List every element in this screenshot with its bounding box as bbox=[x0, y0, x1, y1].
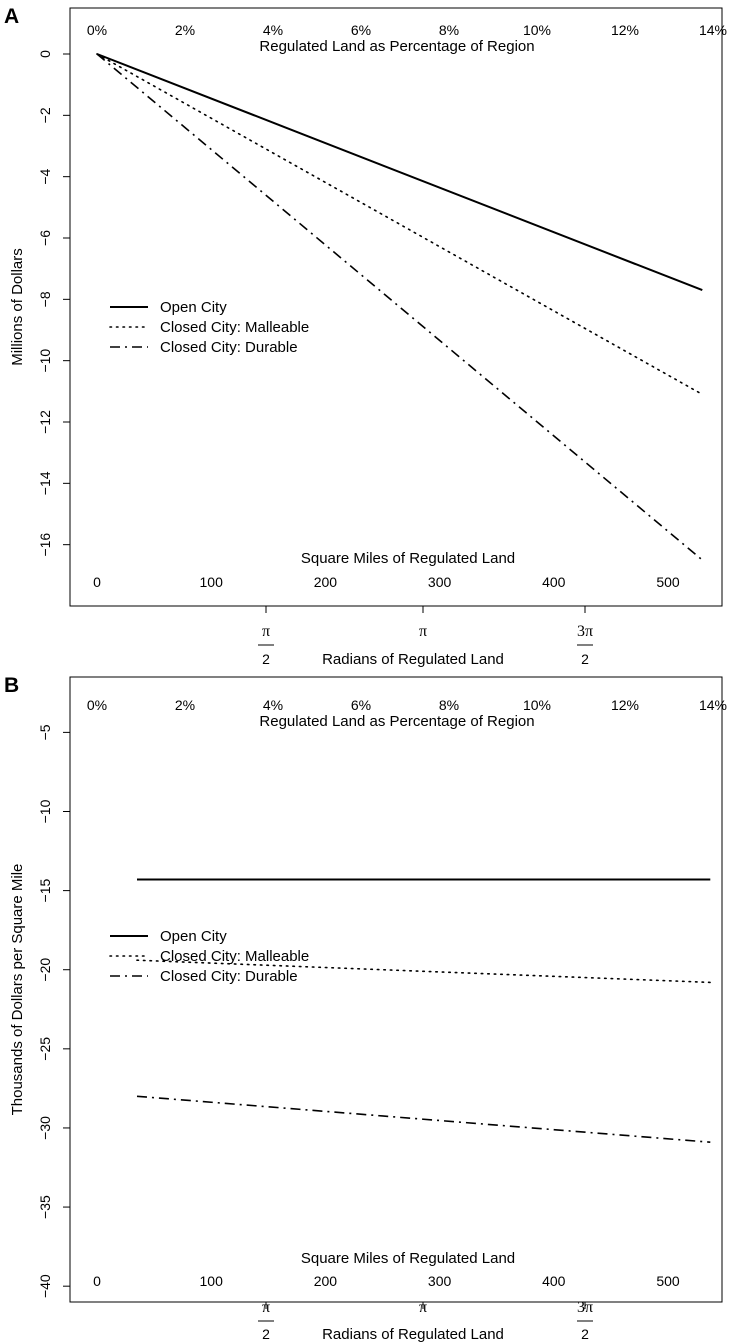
chart-panel-a: A 0 −2 −4 −6 −8 −10 −12 −14 −16 Millions of Dollar… bbox=[4, 5, 727, 668]
radian-tick-numerator: π bbox=[419, 1299, 427, 1316]
top-axis-tick-label: 0% bbox=[87, 22, 107, 38]
y-tick-label: −15 bbox=[37, 879, 53, 903]
top-axis-title: Regulated Land as Percentage of Region bbox=[259, 713, 534, 730]
plot-frame bbox=[69, 676, 723, 1303]
top-axis-tick-label: 6% bbox=[351, 22, 371, 38]
inner-axis-title: Square Miles of Regulated Land bbox=[301, 550, 515, 567]
top-axis-tick-label: 8% bbox=[439, 697, 459, 713]
inner-axis-tick-label: 200 bbox=[314, 1273, 338, 1289]
y-tick-label: −30 bbox=[37, 1116, 53, 1140]
y-tick-label: 0 bbox=[37, 50, 53, 58]
inner-axis-tick-label: 200 bbox=[314, 574, 338, 590]
inner-axis-tick-label: 0 bbox=[93, 574, 101, 590]
top-axis-tick-label: 6% bbox=[351, 697, 371, 713]
inner-axis-tick-label: 400 bbox=[542, 1273, 566, 1289]
inner-axis-tick-label: 0 bbox=[93, 1273, 101, 1289]
inner-axis-tick-label: 500 bbox=[656, 1273, 680, 1289]
top-axis-tick-label: 12% bbox=[611, 697, 639, 713]
y-tick-label: −25 bbox=[37, 1037, 53, 1061]
panel-letter: A bbox=[4, 5, 19, 28]
top-axis-tick-label: 10% bbox=[523, 22, 551, 38]
y-tick-label: −35 bbox=[37, 1195, 53, 1219]
top-axis-tick-label: 0% bbox=[87, 697, 107, 713]
radian-tick-numerator: 3π bbox=[577, 623, 593, 640]
panel-letter: B bbox=[4, 674, 19, 697]
top-axis-tick-label: 10% bbox=[523, 697, 551, 713]
legend-label: Open City bbox=[160, 299, 227, 316]
y-tick-label: −20 bbox=[37, 958, 53, 982]
radian-tick-numerator: 3π bbox=[577, 1299, 593, 1316]
inner-axis-title: Square Miles of Regulated Land bbox=[301, 1250, 515, 1267]
inner-axis-tick-label: 100 bbox=[200, 574, 224, 590]
y-axis-title: Thousands of Dollars per Square Mile bbox=[9, 864, 26, 1116]
top-axis-tick-label: 4% bbox=[263, 697, 283, 713]
y-tick-label: −16 bbox=[37, 533, 53, 557]
legend-label: Open City bbox=[160, 928, 227, 945]
bottom-axis-title: Radians of Regulated Land bbox=[322, 1326, 504, 1343]
top-axis-tick-label: 14% bbox=[699, 22, 727, 38]
radian-tick-denominator: 2 bbox=[262, 651, 270, 667]
chart-panel-b: B −5 −10 −15 −20 −25 −30 −35 −40 Thousands of Dol… bbox=[4, 674, 727, 1343]
bottom-axis-title: Radians of Regulated Land bbox=[322, 651, 504, 668]
series-line-solid bbox=[96, 53, 703, 292]
y-tick-label: −14 bbox=[37, 471, 53, 495]
top-axis-tick-label: 4% bbox=[263, 22, 283, 38]
radian-tick-denominator: 2 bbox=[581, 651, 589, 667]
top-axis-tick-label: 2% bbox=[175, 697, 195, 713]
top-axis-title: Regulated Land as Percentage of Region bbox=[259, 38, 534, 55]
legend-label: Closed City: Malleable bbox=[160, 948, 309, 965]
inner-axis-tick-label: 100 bbox=[200, 1273, 224, 1289]
y-tick-label: −8 bbox=[37, 291, 53, 307]
y-tick-label: −40 bbox=[37, 1274, 53, 1298]
legend-label: Closed City: Durable bbox=[160, 339, 298, 356]
top-axis-tick-label: 12% bbox=[611, 22, 639, 38]
legend-label: Closed City: Malleable bbox=[160, 319, 309, 336]
series-line-dashdot bbox=[136, 1095, 711, 1143]
top-axis-tick-label: 8% bbox=[439, 22, 459, 38]
y-tick-label: −10 bbox=[37, 799, 53, 823]
plot-frame bbox=[69, 7, 723, 607]
inner-axis-tick-label: 400 bbox=[542, 574, 566, 590]
y-axis-title: Millions of Dollars bbox=[9, 248, 26, 366]
top-axis-tick-label: 2% bbox=[175, 22, 195, 38]
top-axis-tick-label: 14% bbox=[699, 697, 727, 713]
radian-tick-numerator: π bbox=[262, 623, 270, 640]
y-tick-label: −2 bbox=[37, 107, 53, 123]
y-tick-label: −6 bbox=[37, 230, 53, 246]
series-line-dotted bbox=[136, 959, 712, 984]
y-tick-label: −4 bbox=[37, 168, 53, 184]
y-tick-label: −10 bbox=[37, 349, 53, 373]
y-tick-label: −5 bbox=[37, 724, 53, 740]
radian-tick-numerator: π bbox=[262, 1299, 270, 1316]
inner-axis-tick-label: 300 bbox=[428, 574, 452, 590]
y-tick-label: −12 bbox=[37, 410, 53, 434]
radian-tick-numerator: π bbox=[419, 623, 427, 640]
radian-tick-denominator: 2 bbox=[581, 1326, 589, 1342]
series-line-dotted bbox=[96, 53, 704, 396]
radian-tick-denominator: 2 bbox=[262, 1326, 270, 1342]
inner-axis-tick-label: 500 bbox=[656, 574, 680, 590]
inner-axis-tick-label: 300 bbox=[428, 1273, 452, 1289]
legend-label: Closed City: Durable bbox=[160, 968, 298, 985]
